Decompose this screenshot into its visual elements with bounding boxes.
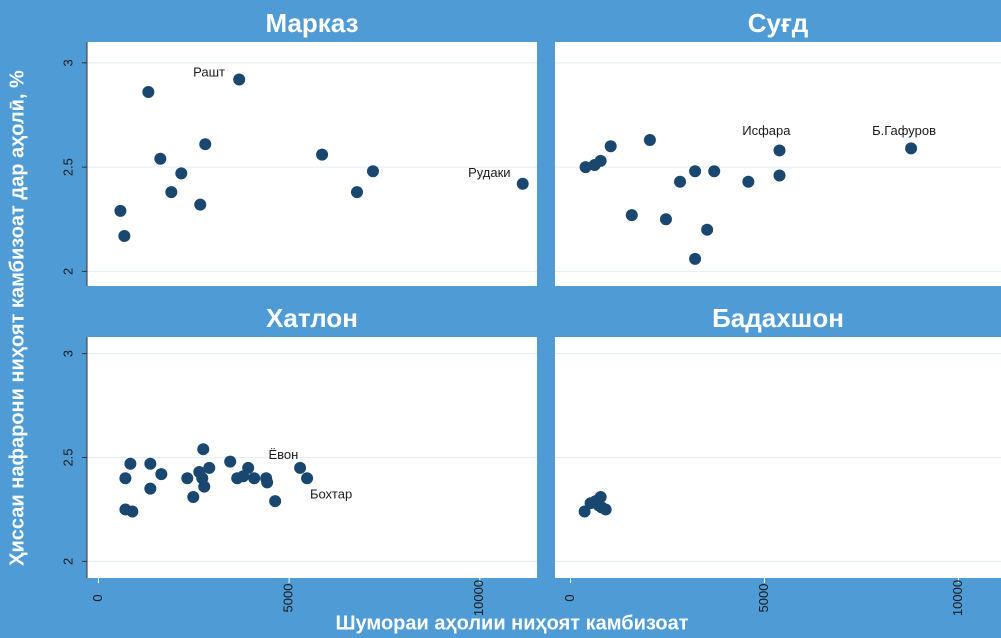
annotation: Ёвон — [268, 447, 298, 462]
annotation: Исфара — [742, 123, 791, 138]
point — [905, 142, 918, 155]
point — [674, 175, 687, 188]
point — [199, 138, 212, 151]
point — [742, 175, 755, 188]
point — [165, 186, 178, 199]
panel-title: Суғд — [748, 8, 809, 38]
point — [224, 455, 237, 468]
point — [194, 198, 207, 211]
point — [154, 152, 167, 165]
point — [366, 165, 379, 178]
point — [248, 472, 261, 485]
y-tick-label: 2.5 — [60, 158, 75, 176]
point — [701, 223, 714, 236]
point — [579, 161, 592, 174]
point — [269, 495, 282, 508]
x-tick-label: 5000 — [281, 584, 296, 613]
y-axis-label: Ҳиссаи нафарони ниҳоят камбизоат дар аҳо… — [6, 70, 28, 566]
point — [114, 204, 127, 217]
annotation: Рудаки — [468, 165, 511, 180]
point — [599, 503, 612, 516]
y-tick-label: 3 — [60, 350, 75, 357]
point — [142, 86, 155, 99]
panel-title: Хатлон — [266, 303, 358, 333]
x-tick-label: 5000 — [756, 584, 771, 613]
x-axis-label: Шумораи аҳолии ниҳоят камбизоат — [335, 612, 688, 634]
point — [261, 476, 274, 489]
point — [689, 165, 702, 178]
point — [301, 472, 314, 485]
point — [316, 148, 329, 161]
point — [175, 167, 188, 180]
y-tick-label: 3 — [60, 59, 75, 66]
annotation: Бохтар — [310, 486, 352, 501]
point — [144, 482, 157, 495]
annotation: Б.Гафуров — [872, 123, 936, 138]
point — [625, 209, 638, 222]
point — [659, 213, 672, 226]
point — [643, 134, 656, 147]
point — [198, 480, 211, 493]
point — [689, 252, 702, 265]
x-tick-label: 0 — [562, 594, 577, 601]
point — [773, 169, 786, 182]
annotation: Рашт — [193, 65, 225, 80]
y-tick-label: 2.5 — [60, 448, 75, 466]
point — [242, 461, 255, 474]
point — [187, 490, 200, 503]
x-tick-label: 0 — [90, 594, 105, 601]
x-tick-label: 10000 — [471, 580, 486, 616]
point — [181, 472, 194, 485]
point — [126, 505, 139, 518]
point — [604, 140, 617, 153]
point — [294, 461, 307, 474]
point — [516, 177, 529, 190]
point — [594, 154, 607, 167]
point — [124, 457, 137, 470]
y-tick-label: 2 — [60, 268, 75, 275]
plot-area — [555, 42, 1001, 286]
point — [578, 505, 591, 518]
point — [773, 144, 786, 157]
panel-title: Бадахшон — [712, 303, 844, 333]
point — [233, 73, 246, 86]
y-tick-label: 2 — [60, 558, 75, 565]
point — [203, 461, 216, 474]
point — [155, 468, 168, 481]
point — [119, 472, 132, 485]
point — [144, 457, 157, 470]
point — [197, 443, 210, 456]
point — [351, 186, 363, 199]
point — [708, 165, 721, 178]
point — [118, 229, 131, 242]
x-tick-label: 10000 — [950, 580, 965, 616]
panel-title: Марказ — [265, 8, 358, 38]
